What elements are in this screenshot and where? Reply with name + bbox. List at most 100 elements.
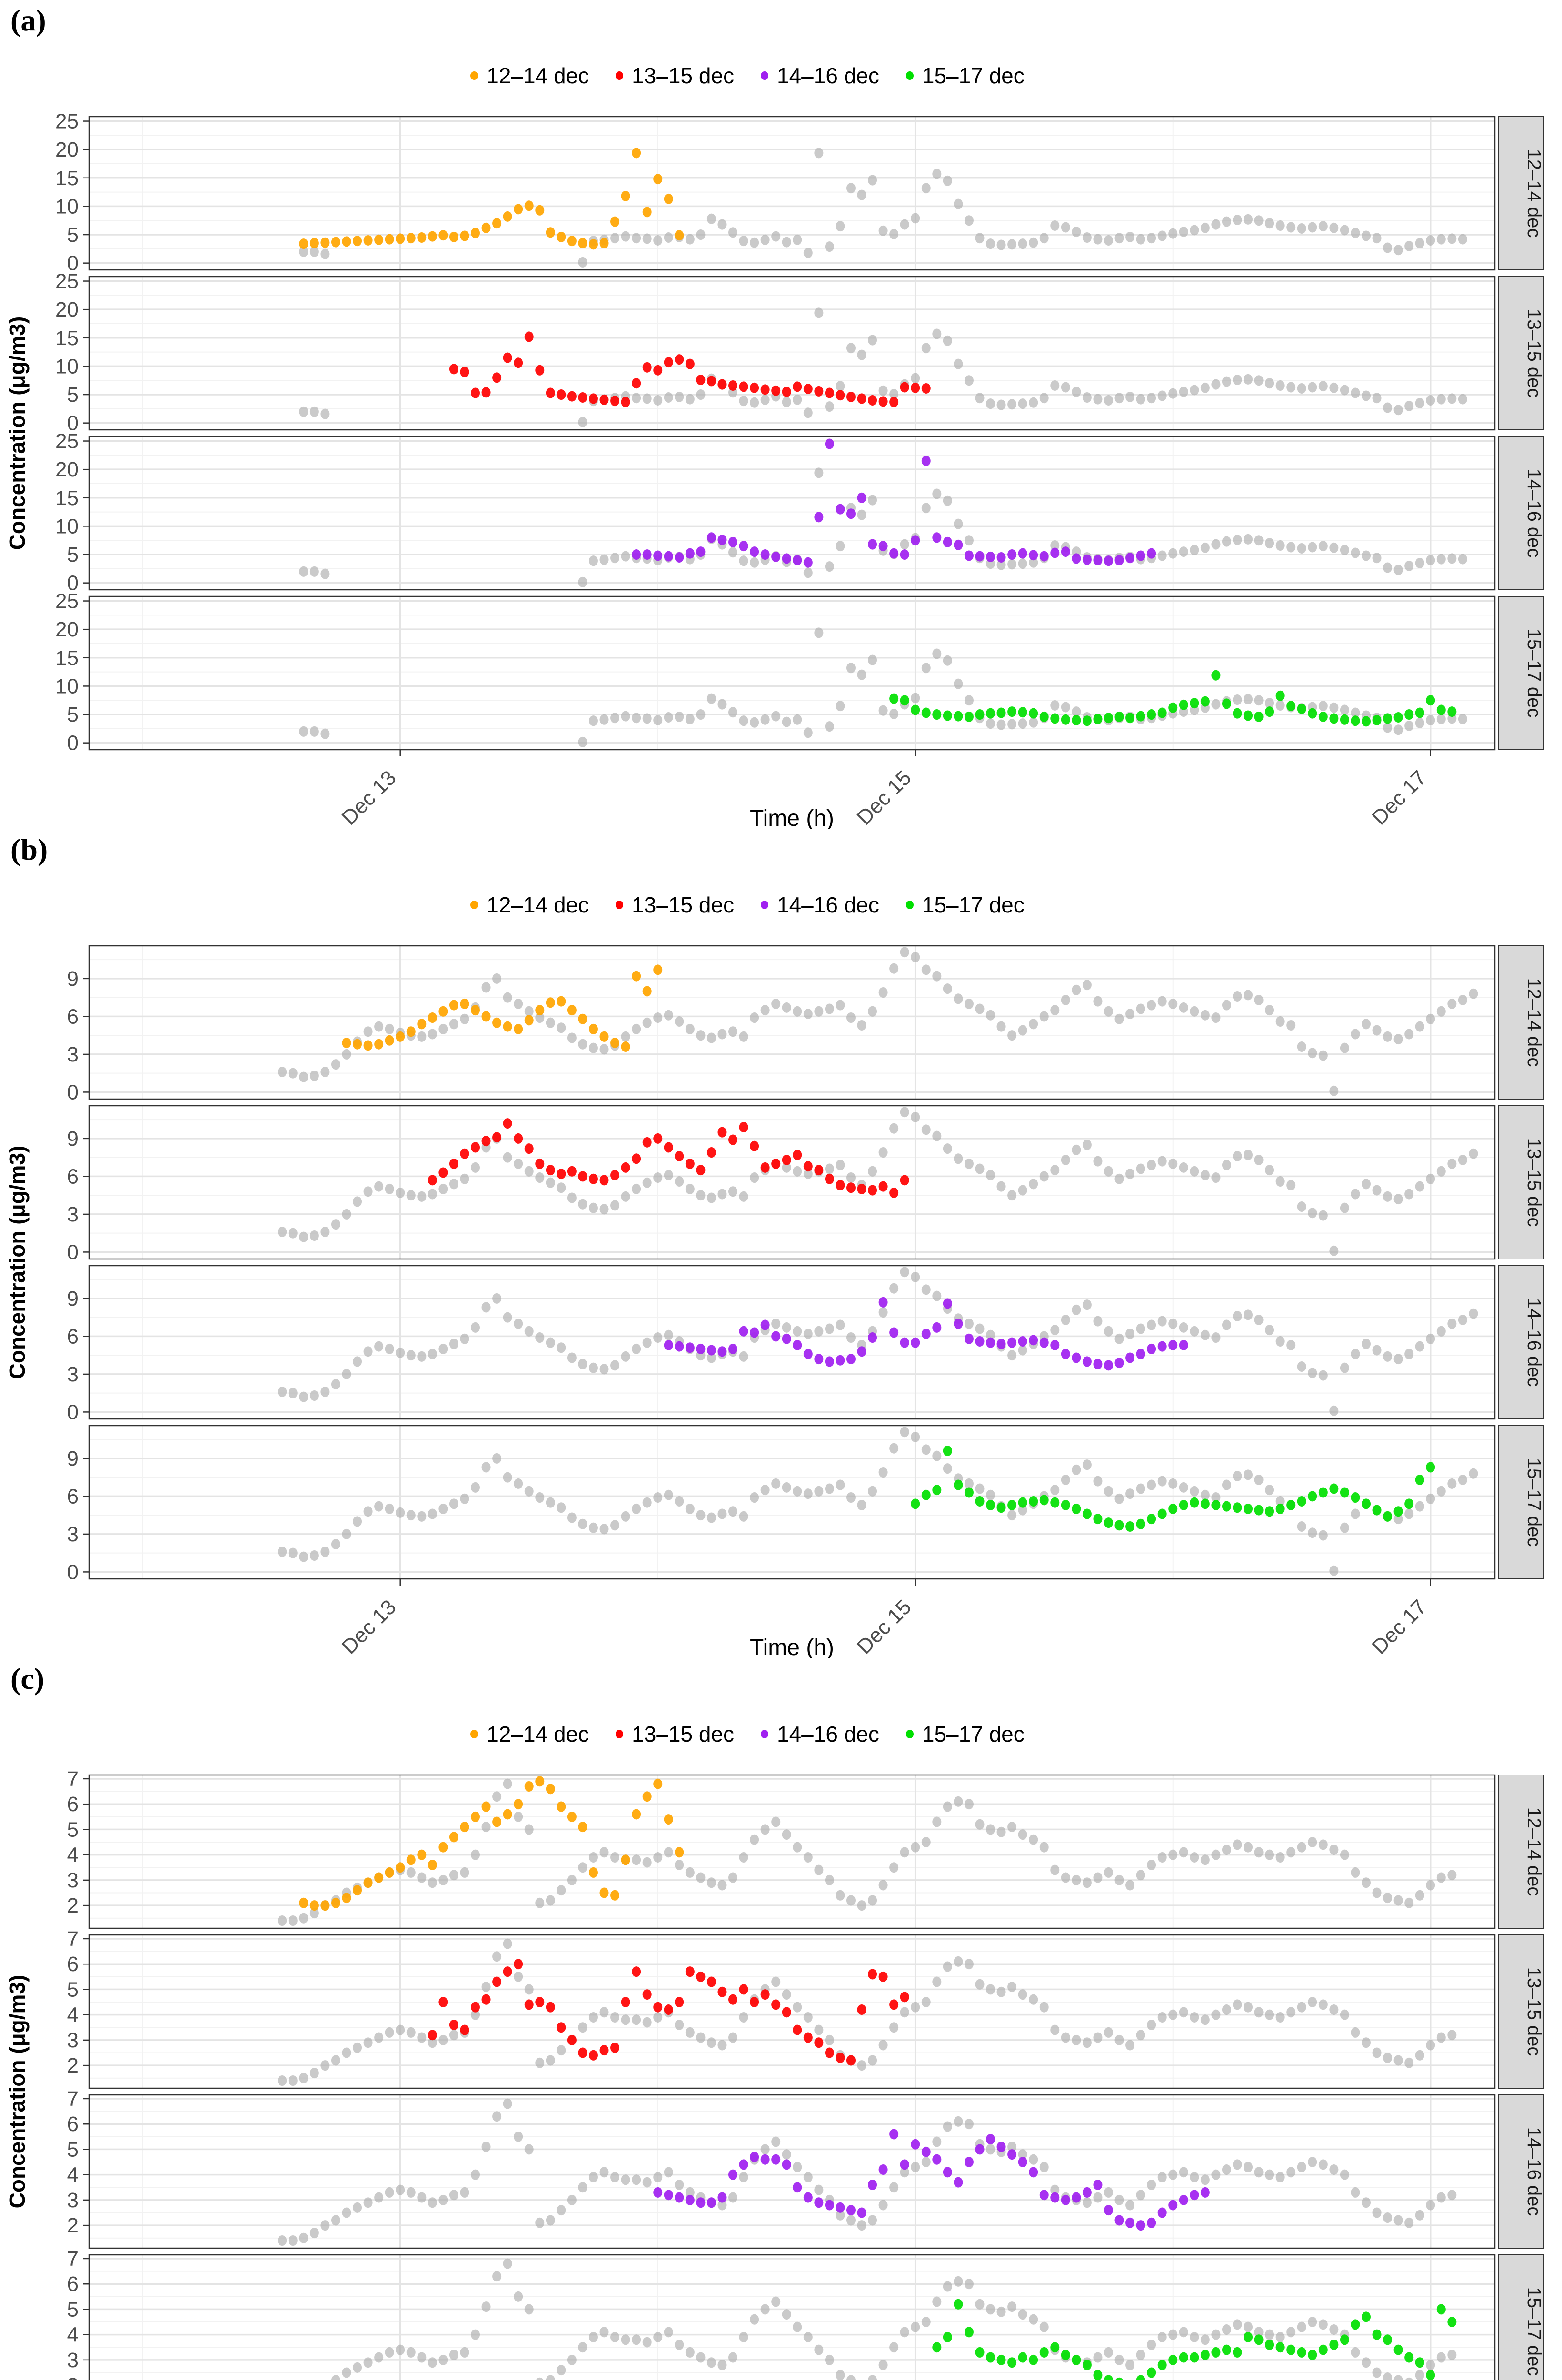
y-tick-label: 9	[67, 1447, 79, 1470]
facet-panel: 14–16 dec 0 5 10 15 20 25	[55, 430, 1544, 595]
y-tick-label: 10	[55, 355, 79, 378]
facet-strip-label: 13–15 dec	[1523, 309, 1544, 398]
highlight-series-points	[299, 148, 684, 250]
reference-series-points	[331, 2258, 1457, 2380]
legend-item: 15–17 dec	[905, 892, 1025, 918]
reference-series-points	[278, 947, 1478, 1096]
gridlines	[89, 1775, 1495, 1928]
y-tick-label: 15	[55, 327, 79, 350]
panel-border	[88, 1774, 1496, 1929]
legend: 12–14 dec 13–15 dec 14–16 dec 15–17 dec	[0, 63, 1495, 89]
facet-strip: 14–16 dec	[1498, 1265, 1544, 1419]
legend-item: 13–15 dec	[616, 63, 734, 89]
y-tick-label: 2	[67, 2054, 79, 2077]
y-tick-label: 20	[55, 298, 79, 321]
legend-marker-dot	[470, 71, 478, 80]
legend-marker-dot	[616, 901, 624, 909]
legend-label: 14–16 dec	[777, 892, 879, 917]
facet-strip-label: 14–16 dec	[1523, 2127, 1544, 2216]
y-tick-label: 25	[55, 430, 79, 453]
reference-series-points	[299, 148, 1467, 268]
x-tick-label: Dec 13	[338, 766, 401, 829]
y-tick-label: 7	[67, 2247, 79, 2271]
facet-strip-label: 15–17 dec	[1523, 629, 1544, 718]
x-axis-title: Time (h)	[750, 806, 834, 829]
facet-panel: 13–15 dec 0 5 10 15 20 25	[55, 270, 1544, 435]
legend-label: 12–14 dec	[487, 63, 589, 88]
x-axis-title: Time (h)	[750, 1635, 834, 1658]
panel-border	[88, 1105, 1496, 1260]
legend-item: 15–17 dec	[905, 63, 1025, 89]
y-tick-label: 9	[67, 1287, 79, 1310]
figure-c: (c) 12–14 dec 13–15 dec 14–16 dec 15–17 dec…	[0, 1658, 1562, 2380]
y-tick-label: 0	[67, 1400, 79, 1424]
y-tick-label: 15	[55, 646, 79, 670]
legend-label: 15–17 dec	[922, 63, 1025, 88]
facet-strip-label: 13–15 dec	[1523, 1138, 1544, 1227]
y-tick-label: 3	[67, 2029, 79, 2052]
legend-marker-dot	[761, 1730, 768, 1738]
y-tick-label: 5	[67, 1978, 79, 2001]
panel-border	[88, 436, 1496, 591]
panel-border	[88, 116, 1496, 271]
legend-marker-dot	[905, 71, 914, 80]
panel-border	[88, 1425, 1496, 1580]
facet-strip-label: 15–17 dec	[1523, 2287, 1544, 2376]
panel-background	[89, 277, 1495, 430]
facet-strip-label: 14–16 dec	[1523, 469, 1544, 558]
reference-series-points	[278, 1267, 1478, 1416]
facet-strip: 15–17 dec	[1498, 1425, 1544, 1579]
gridlines	[89, 946, 1495, 1099]
y-tick-label: 0	[67, 1240, 79, 1264]
y-axis-title: Concentration (μg/m3)	[5, 1975, 30, 2209]
y-tick-label: 25	[55, 270, 79, 293]
panel-background	[89, 436, 1495, 590]
facet-panel: 13–15 dec 0 3 6 9	[67, 1105, 1544, 1264]
y-tick-label: 20	[55, 458, 79, 481]
y-tick-label: 0	[67, 252, 79, 275]
y-tick-label: 3	[67, 1869, 79, 1892]
panel-border	[88, 2254, 1496, 2380]
y-tick-label: 5	[67, 1818, 79, 1841]
x-tick-label: Dec 17	[1368, 1595, 1431, 1658]
highlight-series-points	[932, 2299, 1457, 2380]
y-tick-label: 5	[67, 223, 79, 247]
legend-marker-dot	[761, 71, 768, 80]
y-tick-label: 3	[67, 1203, 79, 1226]
y-tick-label: 4	[67, 2323, 79, 2347]
y-tick-label: 5	[67, 543, 79, 566]
legend-item: 12–14 dec	[470, 892, 589, 918]
highlight-series-points	[653, 2129, 1210, 2231]
legend-label: 14–16 dec	[777, 1722, 879, 1746]
legend-marker-dot	[616, 71, 624, 80]
gridlines	[89, 117, 1495, 270]
legend: 12–14 dec 13–15 dec 14–16 dec 15–17 dec	[0, 1721, 1495, 1747]
y-axis-ticks: 0 3 6 9	[67, 967, 89, 1104]
panel-border	[88, 2094, 1496, 2249]
y-tick-label: 5	[67, 383, 79, 407]
y-tick-label: 4	[67, 2163, 79, 2187]
y-tick-label: 15	[55, 486, 79, 510]
panel-border	[88, 1934, 1496, 2089]
legend-item: 14–16 dec	[761, 63, 879, 89]
figure-label: (b)	[10, 833, 48, 866]
legend-label: 13–15 dec	[632, 63, 734, 88]
facet-strip-label: 12–14 dec	[1523, 978, 1544, 1067]
y-tick-label: 6	[67, 2112, 79, 2136]
highlight-series-points	[911, 1446, 1435, 1532]
legend-label: 12–14 dec	[487, 892, 589, 917]
y-tick-label: 4	[67, 2003, 79, 2027]
legend-label: 15–17 dec	[922, 892, 1025, 917]
panel-border	[88, 595, 1496, 751]
x-axis-ticks: Dec 13 Dec 15 Dec 17	[338, 1579, 1431, 1658]
y-tick-label: 10	[55, 195, 79, 218]
y-tick-label: 25	[55, 110, 79, 133]
x-tick-label: Dec 15	[853, 766, 916, 829]
y-tick-label: 5	[67, 2298, 79, 2321]
y-tick-label: 10	[55, 515, 79, 538]
x-tick-label: Dec 13	[338, 1595, 401, 1658]
legend-marker-dot	[905, 1730, 914, 1738]
